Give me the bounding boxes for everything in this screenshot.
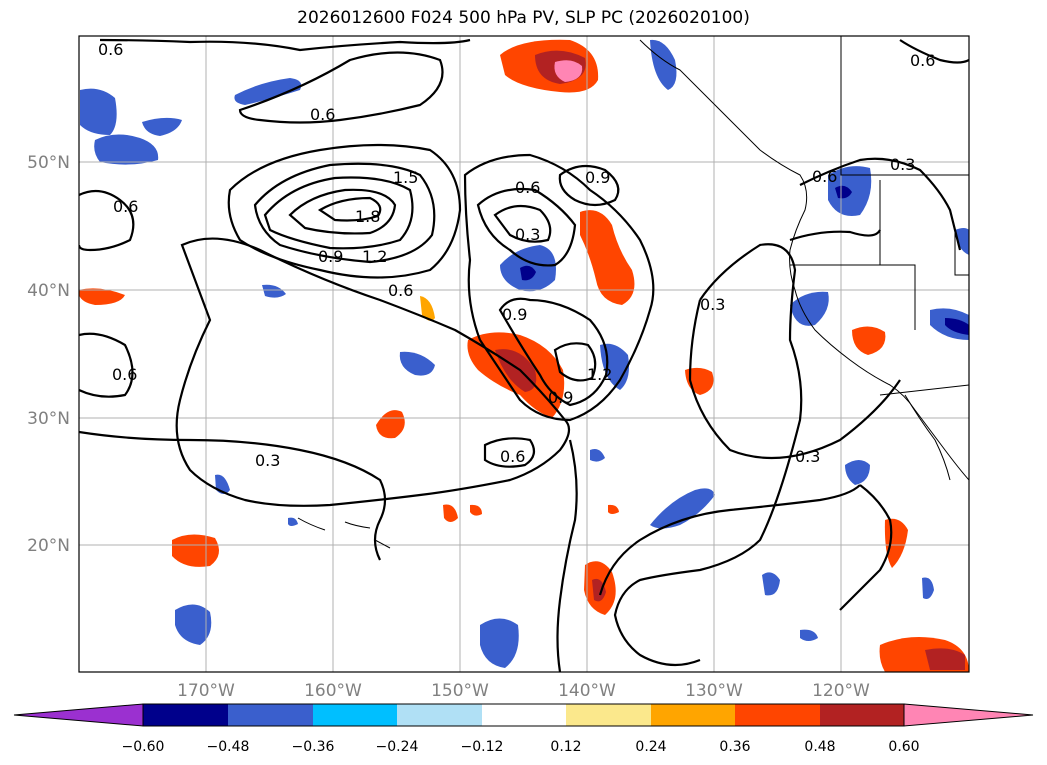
pv-negative-blob (288, 517, 298, 526)
colorbar-tick-label: 0.60 (888, 739, 919, 755)
contour-label: 0.3 (255, 451, 280, 470)
colorbar-frame (142, 703, 905, 727)
colorbar-segment (482, 704, 566, 726)
colorbar-segment (820, 704, 904, 726)
colorbar-segment (143, 704, 228, 726)
lon-label-130w: 130°W (685, 681, 743, 701)
contour-label: 0.3 (515, 225, 540, 244)
pv-positive-core (925, 648, 965, 670)
pv-negative-blob (800, 629, 818, 641)
pv-positive-blob (608, 504, 619, 514)
colorbar-tick-label: −0.12 (461, 739, 504, 755)
longitude-labels: 170°W 160°W 150°W 140°W 130°W 120°W (177, 681, 870, 701)
contour-label: 0.6 (812, 167, 837, 186)
contour-label: 0.6 (98, 40, 123, 59)
pv-positive-blob (420, 296, 435, 321)
pv-negative-blob (94, 134, 159, 165)
pv-negative-blob (234, 78, 302, 105)
contour-label: 0.6 (113, 197, 138, 216)
pv-negative-blob (922, 577, 934, 599)
colorbar-segment (735, 704, 820, 726)
contour-label: 1.2 (587, 365, 612, 384)
lon-label-140w: 140°W (558, 681, 616, 701)
colorbar-extend-right (903, 703, 1034, 727)
colorbar-segment (566, 704, 651, 726)
colorbar-tick-label: −0.60 (122, 739, 165, 755)
colorbar-tick-label: 0.24 (635, 739, 666, 755)
contour-label: 0.6 (310, 105, 335, 124)
pv-negative-blob (762, 572, 780, 596)
contour-label: 0.9 (502, 305, 527, 324)
colorbar-tick-label: 0.48 (804, 739, 835, 755)
contour-label: 0.6 (388, 281, 413, 300)
colorbar-extend-left (13, 703, 144, 727)
colorbar-tick-label: −0.36 (292, 739, 335, 755)
contour-label: 0.3 (700, 295, 725, 314)
colorbar-tick-label: 0.36 (719, 739, 750, 755)
pv-positive-blob (852, 326, 886, 355)
lat-label-40n: 40°N (27, 281, 70, 301)
contour-label: 0.9 (548, 388, 573, 407)
colorbar-segment (397, 704, 482, 726)
lat-label-20n: 20°N (27, 536, 70, 556)
lon-label-120w: 120°W (812, 681, 870, 701)
colorbar-segment (651, 704, 735, 726)
contour-label: 0.9 (585, 168, 610, 187)
pv-negative-blob (650, 39, 677, 90)
contour-label: 1.5 (393, 168, 418, 187)
pv-negative-blob (480, 618, 519, 668)
contour-label: 0.9 (318, 247, 343, 266)
colorbar-segment (313, 704, 397, 726)
pv-positive-blob (376, 410, 405, 439)
pv-positive-peak (554, 60, 583, 82)
colorbar-segment (228, 704, 313, 726)
pv-negative-blob (790, 291, 829, 326)
contour-label: 0.3 (795, 447, 820, 466)
contour-label: 0.6 (112, 365, 137, 384)
pv-negative-core (835, 185, 852, 199)
lat-label-50n: 50°N (27, 153, 70, 173)
contour-labels: 0.6 0.6 0.6 1.5 1.8 1.2 0.9 0.6 0.3 0.9 … (98, 40, 935, 470)
lon-label-170w: 170°W (177, 681, 235, 701)
colorbar: −0.60 −0.48 −0.36 −0.24 −0.12 0.12 0.24 … (13, 703, 1034, 755)
contour-label: 0.6 (500, 447, 525, 466)
pv-negative-core (520, 265, 536, 281)
map-title: 2026012600 F024 500 hPa PV, SLP PC (2026… (297, 8, 750, 28)
lon-label-160w: 160°W (304, 681, 362, 701)
pv-negative-core (945, 318, 969, 335)
colorbar-tick-label: 0.12 (550, 739, 581, 755)
pv-negative-blob (80, 88, 117, 135)
colorbar-tick-label: −0.24 (376, 739, 419, 755)
lat-label-30n: 30°N (27, 409, 70, 429)
contour-label: 0.3 (890, 155, 915, 174)
contour-label: 1.2 (362, 247, 387, 266)
pv-negative-blob (590, 449, 605, 462)
pv-negative-blob (650, 488, 715, 529)
slp-contours (79, 38, 969, 672)
gridlines (79, 36, 969, 672)
colorbar-tick-label: −0.48 (207, 739, 250, 755)
contour-label: 0.6 (515, 178, 540, 197)
pv-positive-blob (172, 534, 219, 567)
pv-negative-blob (142, 117, 182, 136)
map-frame (78, 35, 970, 673)
pv-negative-blob (955, 228, 969, 255)
pv-positive-blob (443, 504, 458, 522)
latitude-labels: 50°N 40°N 30°N 20°N (27, 153, 70, 556)
contour-label: 0.6 (910, 51, 935, 70)
pv-positive-blob (470, 504, 482, 516)
pv-negative-blob (845, 460, 870, 485)
pv-negative-blob (175, 604, 212, 645)
contour-label: 1.8 (355, 207, 380, 226)
lon-label-150w: 150°W (431, 681, 489, 701)
pv-positive-blob (79, 288, 125, 305)
pv-positive-blob (580, 210, 635, 305)
pv-negative-blob (262, 284, 286, 298)
pv-negative-blob (399, 351, 435, 376)
